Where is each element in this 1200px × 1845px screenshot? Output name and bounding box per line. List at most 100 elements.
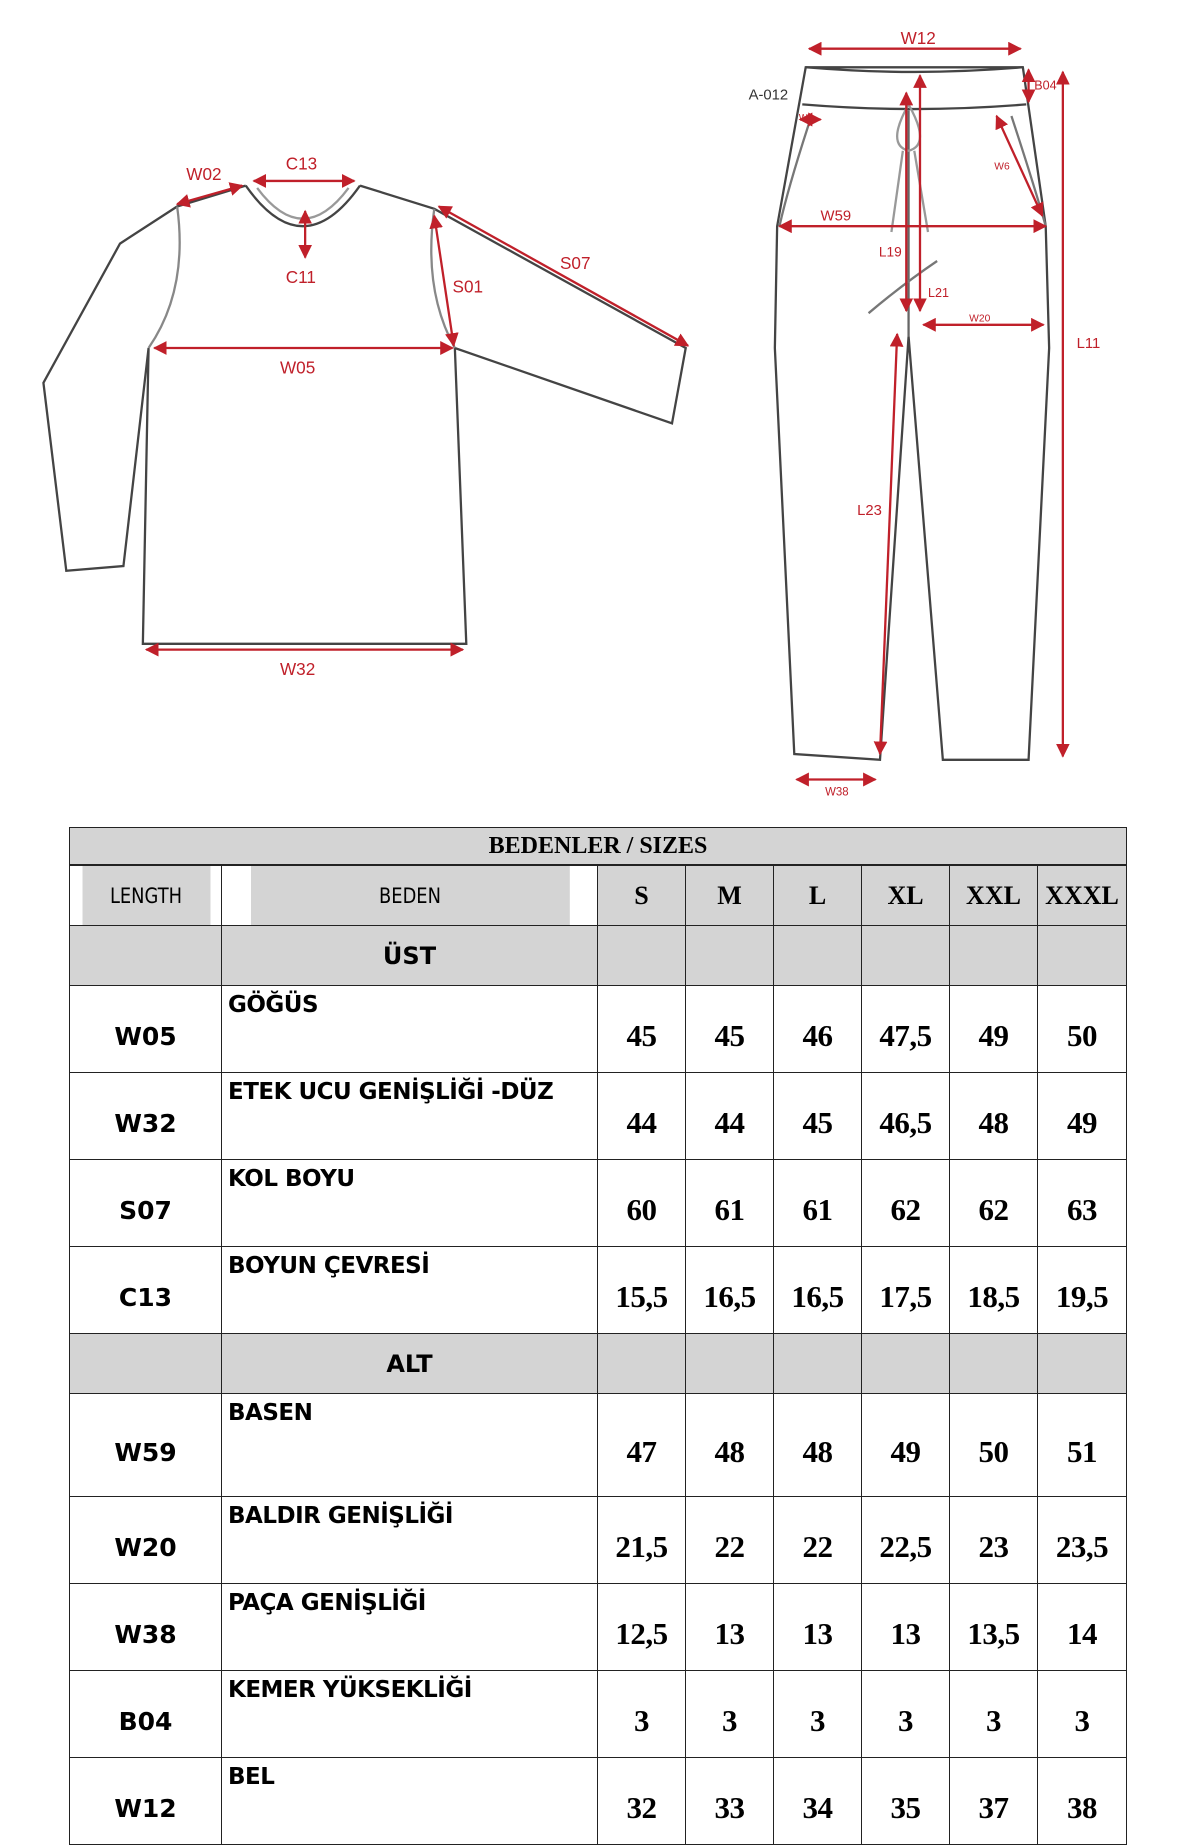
size-value-xxl: 18,5 (949, 1246, 1038, 1334)
table-row: W05 GÖĞÜS 45 45 46 47,5 49 50 (69, 985, 1128, 1073)
label-w02: W02 (186, 164, 221, 184)
size-value-s: 47 (597, 1393, 686, 1497)
size-value-xl: 49 (861, 1393, 950, 1497)
label-w59: W59 (821, 207, 852, 224)
size-value-xxxl: 63 (1036, 1159, 1128, 1247)
table-row: W12 BEL 32 33 34 35 37 38 (69, 1757, 1128, 1845)
size-value-xl: 62 (861, 1159, 950, 1247)
measure-code: C13 (69, 1246, 222, 1334)
size-value-l: 61 (773, 1159, 862, 1247)
size-value-xl: 46,5 (861, 1072, 950, 1160)
empty-cell (685, 1333, 774, 1394)
size-value-xxxl: 49 (1036, 1072, 1128, 1160)
header-size-xxl: XXL (949, 864, 1038, 926)
size-value-l: 3 (773, 1670, 862, 1758)
size-value-l: 48 (773, 1393, 862, 1497)
size-value-xxxl: 19,5 (1036, 1246, 1128, 1334)
empty-cell (1036, 925, 1128, 986)
measure-name: KEMER YÜKSEKLİĞİ (221, 1670, 598, 1758)
label-c11: C11 (286, 267, 316, 287)
size-value-s: 44 (597, 1072, 686, 1160)
size-value-s: 45 (597, 985, 686, 1073)
top-measurements (144, 173, 690, 657)
empty-cell (1036, 1333, 1128, 1394)
size-value-l: 45 (773, 1072, 862, 1160)
size-value-s: 3 (597, 1670, 686, 1758)
empty-cell (861, 1333, 950, 1394)
label-l11: L11 (1077, 335, 1101, 352)
pants-measurements (778, 41, 1070, 787)
size-value-l: 34 (773, 1757, 862, 1845)
size-value-xxl: 49 (949, 985, 1038, 1073)
size-value-xxxl: 14 (1036, 1583, 1128, 1671)
label-w32: W32 (280, 659, 315, 679)
header-beden: BEDEN (249, 864, 570, 926)
label-w7: W7 (799, 113, 813, 123)
size-value-s: 15,5 (597, 1246, 686, 1334)
header-size-m: M (685, 864, 774, 926)
header-size-xxxl: XXXL (1036, 864, 1128, 926)
size-value-xl: 13 (861, 1583, 950, 1671)
label-w38: W38 (825, 787, 848, 799)
table-row: S07 KOL BOYU 60 61 61 62 62 63 (69, 1159, 1128, 1247)
size-value-xxl: 62 (949, 1159, 1038, 1247)
table-row: W32 ETEK UCU GENİŞLİĞİ -DÜZ 44 44 45 46,5 48 49 (69, 1072, 1128, 1160)
size-value-s: 60 (597, 1159, 686, 1247)
size-value-xxxl: 3 (1036, 1670, 1128, 1758)
label-w05: W05 (280, 357, 315, 377)
label-b04: B04 (1034, 78, 1056, 92)
label-l19: L19 (879, 243, 902, 259)
size-value-xxxl: 50 (1036, 985, 1128, 1073)
size-value-xxxl: 51 (1036, 1393, 1128, 1497)
size-value-m: 48 (685, 1393, 774, 1497)
header-size-s: S (597, 864, 686, 926)
measure-code: W12 (69, 1757, 222, 1845)
measure-code: S07 (69, 1159, 222, 1247)
table-row: B04 KEMER YÜKSEKLİĞİ 3 3 3 3 3 3 (69, 1670, 1128, 1758)
size-value-s: 12,5 (597, 1583, 686, 1671)
measure-code: W32 (69, 1072, 222, 1160)
size-value-m: 45 (685, 985, 774, 1073)
garment-diagrams: W02 C13 C11 S01 S07 W05 W32 W12 A-012 W7… (42, 28, 1101, 799)
measure-name: ETEK UCU GENİŞLİĞİ -DÜZ (221, 1072, 598, 1160)
table-row: W38 PAÇA GENİŞLİĞİ 12,5 13 13 13 13,5 14 (69, 1583, 1128, 1671)
label-c13: C13 (286, 153, 317, 173)
size-value-xxxl: 38 (1036, 1757, 1128, 1845)
header-length: LENGTH (80, 864, 211, 926)
size-value-m: 3 (685, 1670, 774, 1758)
label-a012: A-012 (749, 87, 789, 104)
measure-name: GÖĞÜS (221, 985, 598, 1073)
measure-code: B04 (69, 1670, 222, 1758)
size-value-xl: 35 (861, 1757, 950, 1845)
size-value-l: 16,5 (773, 1246, 862, 1334)
table-row: W59 BASEN 47 48 48 49 50 51 (69, 1393, 1128, 1497)
section-row: ALT (69, 1333, 1128, 1394)
size-value-xl: 3 (861, 1670, 950, 1758)
size-value-xxl: 37 (949, 1757, 1038, 1845)
label-l21: L21 (928, 286, 949, 300)
size-value-xxl: 48 (949, 1072, 1038, 1160)
header-size-xl: XL (861, 864, 950, 926)
empty-cell (597, 925, 686, 986)
size-value-xxl: 23 (949, 1496, 1038, 1584)
label-w6: W6 (994, 161, 1010, 172)
size-value-l: 22 (773, 1496, 862, 1584)
label-s01: S01 (453, 276, 484, 296)
label-w12: W12 (901, 28, 936, 48)
table-row: C13 BOYUN ÇEVRESİ 15,5 16,5 16,5 17,5 18,5 19,5 (69, 1246, 1128, 1334)
measure-code: W20 (69, 1496, 222, 1584)
size-value-l: 13 (773, 1583, 862, 1671)
measure-name: BALDIR GENİŞLİĞİ (221, 1496, 598, 1584)
size-table: BEDENLER / SIZES LENGTH BEDEN S M L XL XXL XX… (68, 827, 1128, 1845)
empty-cell (773, 925, 862, 986)
size-value-m: 44 (685, 1072, 774, 1160)
size-value-xxl: 13,5 (949, 1583, 1038, 1671)
section-label: ALT (221, 1333, 598, 1394)
measure-name: BOYUN ÇEVRESİ (221, 1246, 598, 1334)
measure-code: W38 (69, 1583, 222, 1671)
header-size-l: L (773, 864, 862, 926)
size-value-m: 16,5 (685, 1246, 774, 1334)
size-value-m: 22 (685, 1496, 774, 1584)
size-value-xxxl: 23,5 (1036, 1496, 1128, 1584)
label-l23: L23 (857, 502, 882, 519)
